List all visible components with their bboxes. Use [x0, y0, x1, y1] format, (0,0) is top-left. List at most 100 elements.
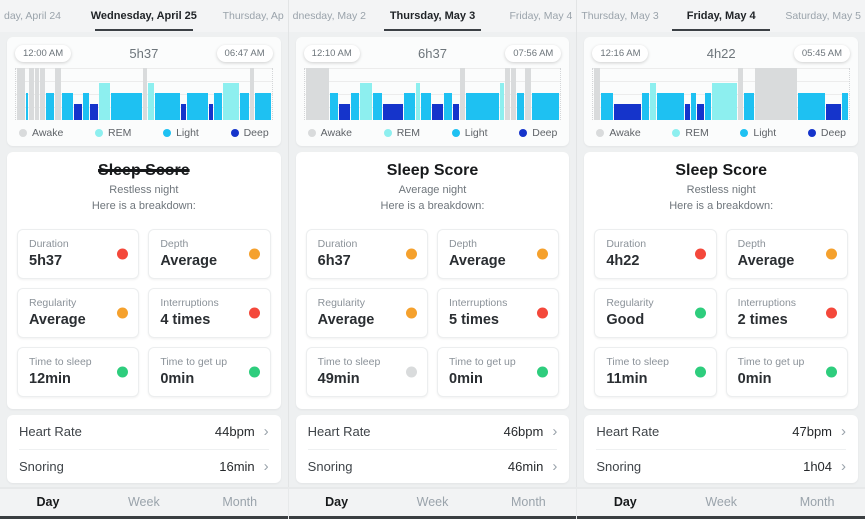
tab-prev-day[interactable]: dnesday, May 2	[292, 10, 367, 22]
sleep-stage-legend: Awake REM Light Deep	[592, 120, 850, 142]
sleep-score-title: Sleep Score	[98, 162, 190, 179]
tab-prev-day[interactable]: Thursday, May 3	[581, 10, 659, 22]
heart-rate-row[interactable]: Heart Rate 46bpm ›	[308, 415, 558, 449]
snoring-row[interactable]: Snoring 46min ›	[307, 448, 558, 483]
metric-value: 11min	[606, 370, 648, 387]
metric-label: Time to get up	[737, 355, 805, 368]
nav-tab-month[interactable]: Month	[799, 495, 835, 510]
metric-label: Depth	[160, 237, 189, 250]
tab-current-day[interactable]: Friday, May 4	[663, 10, 780, 31]
metric-card-time-to-sleep[interactable]: Time to sleep 49min	[305, 346, 428, 397]
metric-card-duration[interactable]: Duration 6h37	[305, 228, 428, 279]
period-nav: Day Week Month	[577, 488, 865, 519]
sleep-score-breakdown: Here is a breakdown:	[669, 199, 774, 212]
metric-card-time-to-sleep[interactable]: Time to sleep 11min	[594, 346, 717, 397]
sleep-duration-label: 5h37	[129, 45, 159, 61]
metrics-grid: Duration 4h22 Depth Average Regularity Good In…	[594, 228, 849, 397]
nav-tab-month[interactable]: Month	[222, 495, 258, 510]
metric-value: 5h37	[29, 252, 63, 269]
metric-card-depth[interactable]: Depth Average	[725, 228, 849, 279]
metric-value: Average	[160, 252, 218, 269]
hypnogram-bar-awake	[54, 68, 61, 120]
hypnogram-bar-deep	[209, 104, 214, 120]
tab-current-day[interactable]: Wednesday, April 25	[86, 10, 203, 31]
status-dot-gray	[406, 366, 417, 378]
hypnogram-bar-awake	[305, 68, 329, 120]
metric-card-time-to-get-up[interactable]: Time to get up 0min	[148, 346, 271, 397]
hypnogram-bar-light	[516, 92, 525, 120]
tab-next-day[interactable]: Saturday, May 5	[785, 10, 862, 22]
hypnogram-bar-light	[239, 92, 250, 120]
sleep-score-card: Sleep Score Average night Here is a brea…	[295, 152, 570, 409]
metric-card-depth[interactable]: Depth Average	[437, 228, 560, 279]
hypnogram-bar-light	[214, 92, 223, 120]
row-value: 47bpm	[792, 424, 833, 440]
metric-card-regularity[interactable]: Regularity Average	[305, 287, 428, 338]
sleep-duration-label: 4h22	[706, 45, 736, 61]
metric-card-interruptions[interactable]: Interruptions 5 times	[437, 287, 560, 338]
tab-next-day[interactable]: Friday, May 4	[509, 10, 573, 22]
deep-legend-dot-icon	[230, 129, 239, 137]
sleep-score-night: Restless night	[686, 184, 756, 196]
metric-value: 12min	[29, 370, 71, 387]
heart-rate-row[interactable]: Heart Rate 47bpm ›	[596, 415, 846, 449]
metric-card-duration[interactable]: Duration 4h22	[594, 228, 717, 279]
legend-label: REM	[396, 127, 421, 139]
awake-legend-dot-icon	[19, 129, 27, 137]
sleep-score-breakdown: Here is a breakdown:	[91, 199, 196, 212]
status-dot-green	[694, 366, 706, 378]
hypnogram-bar-rem	[650, 82, 656, 120]
nav-tab-day[interactable]: Day	[325, 495, 349, 510]
metric-card-time-to-get-up[interactable]: Time to get up 0min	[437, 346, 560, 397]
metric-label: Duration	[606, 237, 647, 250]
hypnogram-bar-awake	[594, 68, 601, 120]
metric-card-duration[interactable]: Duration 5h37	[17, 228, 140, 279]
nav-tab-month[interactable]: Month	[511, 495, 546, 510]
status-dot-orange	[406, 307, 417, 319]
tab-current-day[interactable]: Thursday, May 3	[374, 10, 491, 31]
light-legend-dot-icon	[163, 129, 172, 137]
legend-item-awake: Awake	[19, 127, 63, 139]
metric-label: Duration	[317, 237, 358, 250]
row-value: 16min	[219, 458, 255, 474]
sleep-score-night: Restless night	[109, 184, 179, 196]
sleep-chart-card: 12:10 AM 6h37 07:56 AM Awake REM Light Deep	[295, 37, 570, 146]
sleep-score-title: Sleep Score	[675, 162, 767, 179]
metric-card-interruptions[interactable]: Interruptions 4 times	[148, 287, 271, 338]
tab-prev-day[interactable]: day, April 24	[4, 10, 62, 22]
hypnogram-bar-light	[656, 92, 684, 120]
vitals-card: Heart Rate 46bpm › Snoring 46min ›	[295, 414, 570, 483]
nav-tab-week[interactable]: Week	[705, 495, 738, 510]
nav-tab-week[interactable]: Week	[127, 495, 160, 510]
hypnogram-bar-light	[351, 92, 359, 120]
legend-label: Awake	[32, 127, 64, 139]
legend-label: Light	[176, 127, 199, 139]
metric-card-regularity[interactable]: Regularity Average	[17, 287, 140, 338]
heart-rate-row[interactable]: Heart Rate 44bpm ›	[19, 415, 269, 449]
tab-next-day[interactable]: Thursday, Ap	[222, 10, 284, 22]
metric-card-time-to-get-up[interactable]: Time to get up 0min	[725, 346, 849, 397]
hypnogram-bar-deep	[684, 104, 690, 120]
metric-label: Depth	[737, 237, 766, 250]
hypnogram-bar-light	[641, 92, 650, 120]
hypnogram-bar-light	[601, 92, 613, 120]
metric-card-depth[interactable]: Depth Average	[148, 228, 271, 279]
row-label: Snoring	[19, 458, 64, 474]
metric-value: Good	[606, 311, 645, 328]
metric-card-time-to-sleep[interactable]: Time to sleep 12min	[17, 346, 140, 397]
metric-card-regularity[interactable]: Regularity Good	[594, 287, 717, 338]
snoring-row[interactable]: Snoring 1h04 ›	[596, 448, 847, 483]
light-legend-dot-icon	[740, 129, 749, 137]
legend-label: Deep	[532, 127, 558, 139]
nav-tab-week[interactable]: Week	[416, 495, 449, 510]
row-value: 44bpm	[214, 424, 255, 440]
snoring-row[interactable]: Snoring 16min ›	[19, 448, 269, 483]
period-nav: Day Week Month	[0, 488, 288, 519]
sleep-start-pill: 12:10 AM	[303, 44, 360, 62]
nav-tab-day[interactable]: Day	[613, 495, 637, 510]
metric-card-interruptions[interactable]: Interruptions 2 times	[725, 287, 849, 338]
nav-tab-day[interactable]: Day	[36, 495, 60, 510]
hypnogram-bar-light	[111, 92, 143, 120]
chevron-right-icon: ›	[552, 423, 558, 441]
